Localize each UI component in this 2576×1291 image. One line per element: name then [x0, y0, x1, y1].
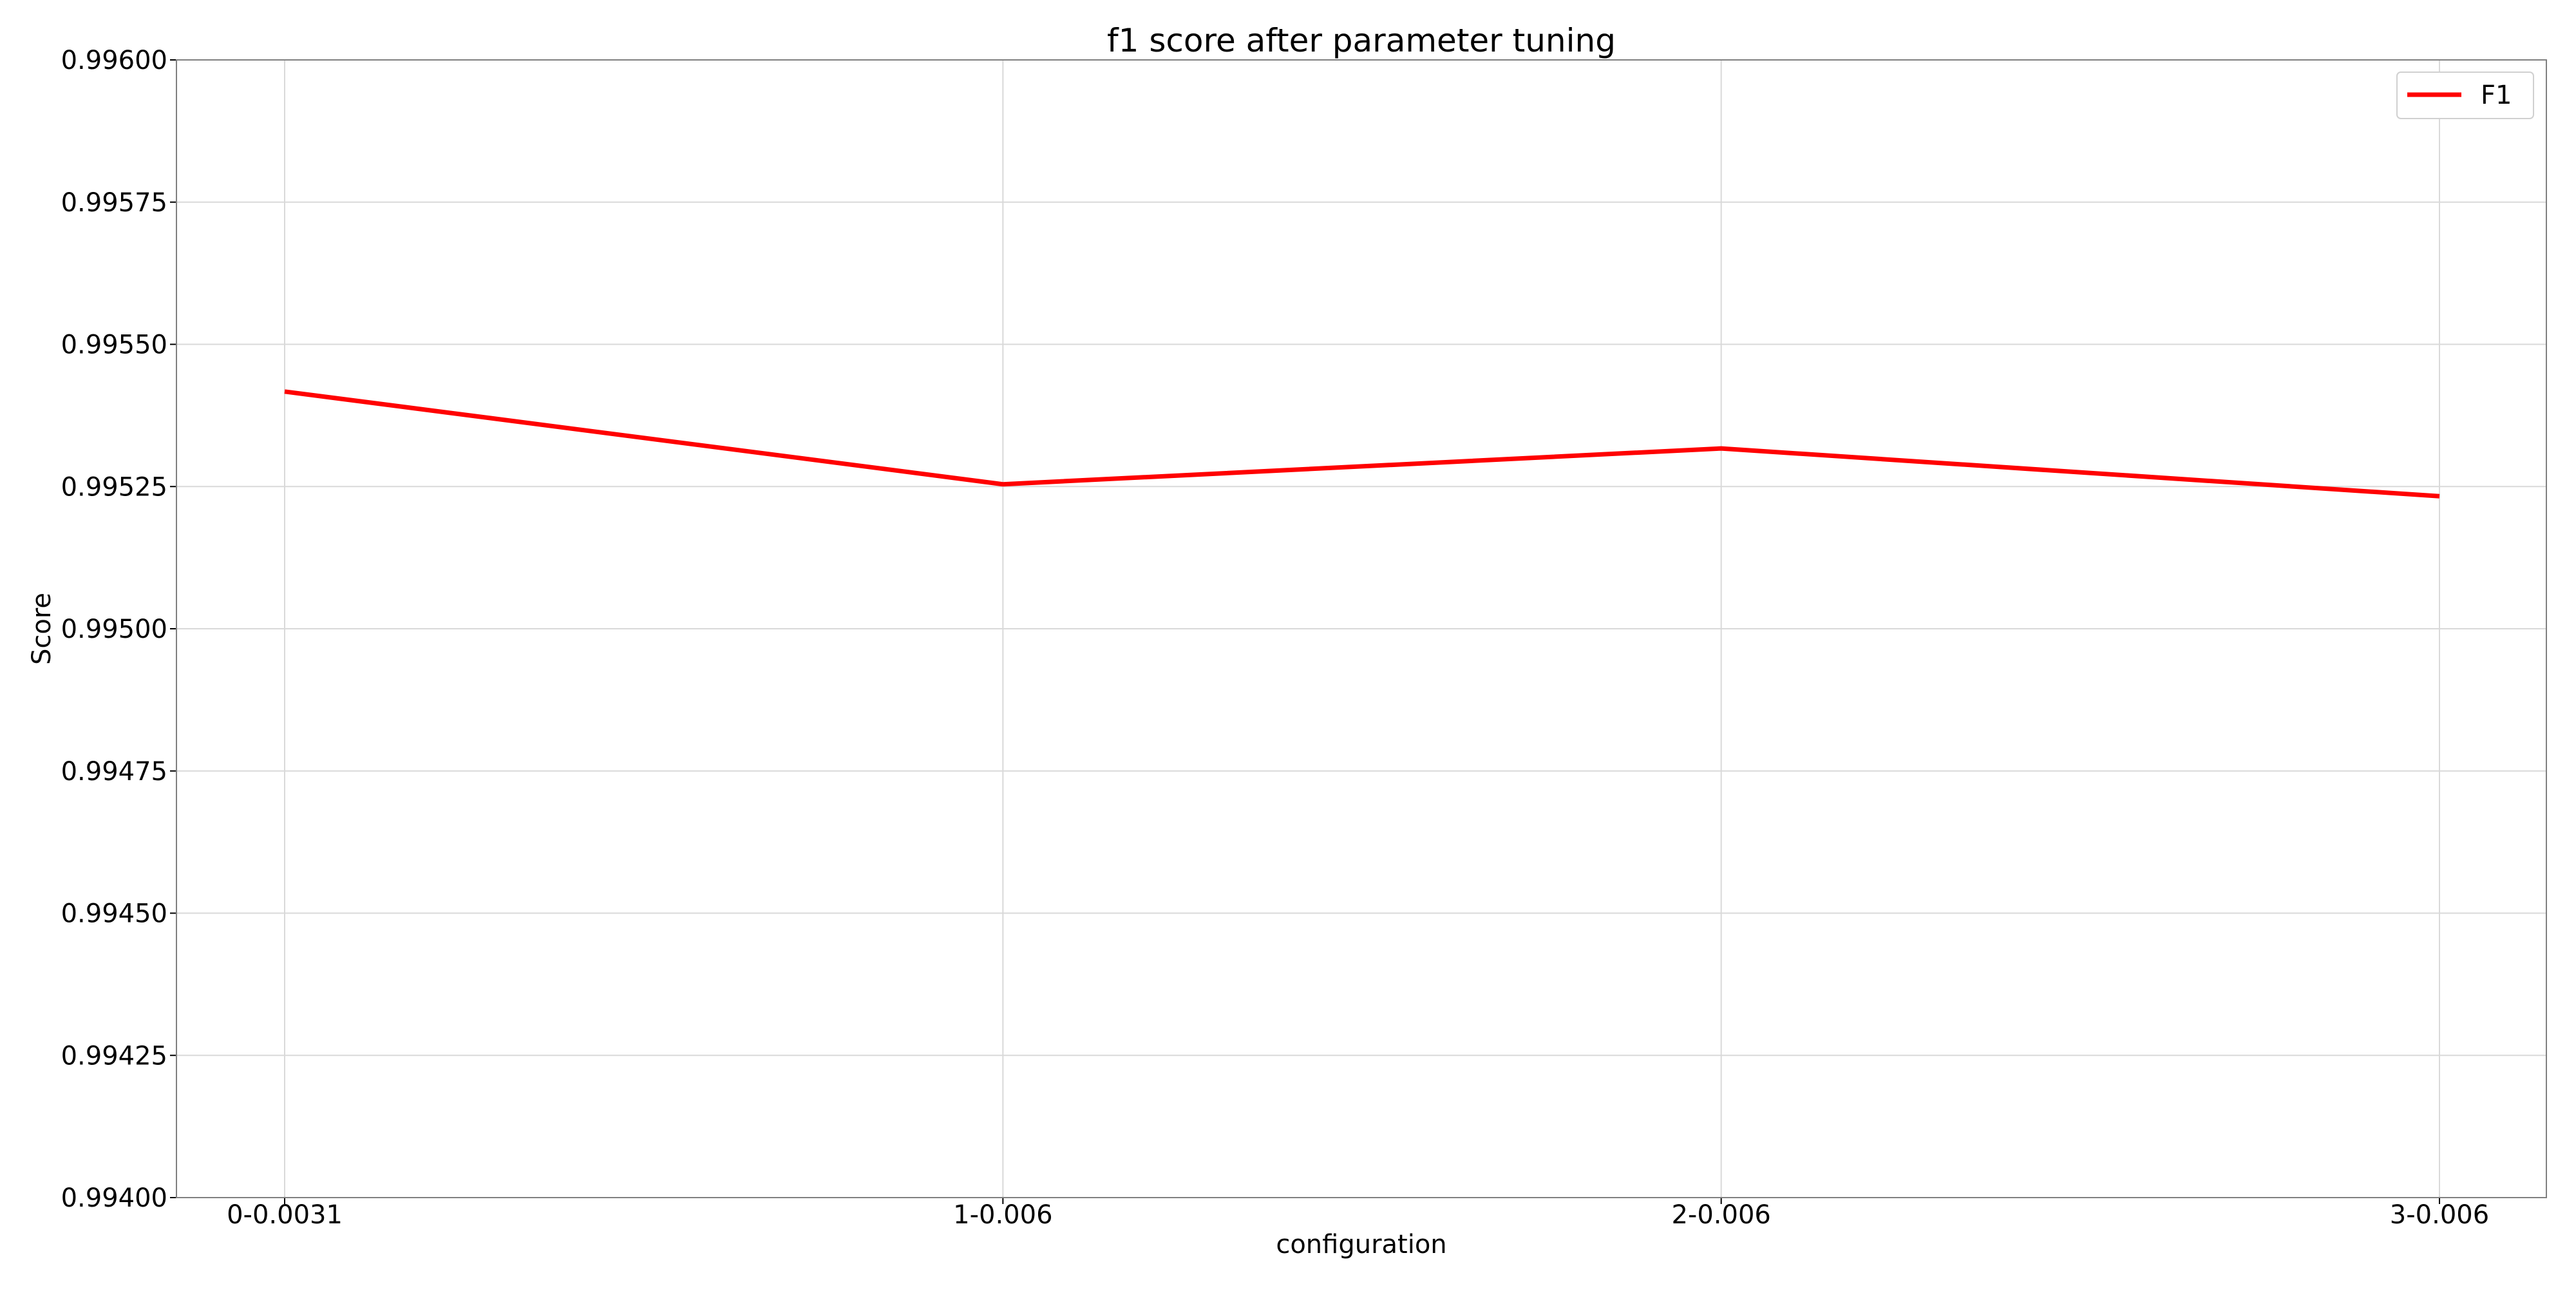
y-tick-label: 0.99550: [61, 330, 167, 360]
series-layer: [284, 389, 2440, 499]
plot-frame: [176, 59, 2547, 1198]
y-tick-label: 0.99600: [61, 46, 167, 75]
chart-title: f1 score after parameter tuning: [1107, 22, 1616, 59]
x-tick-label: 2-0.006: [1671, 1200, 1770, 1230]
x-axis-ticks: 0-0.0031 1-0.006 2-0.006 3-0.006: [227, 1198, 2489, 1230]
series-line-f1: [284, 389, 2440, 499]
x-tick-label: 1-0.006: [953, 1200, 1052, 1230]
grid: [176, 59, 2546, 1198]
y-tick-label: 0.99425: [61, 1041, 167, 1071]
y-tick-label: 0.99400: [61, 1183, 167, 1213]
y-tick-label: 0.99575: [61, 188, 167, 218]
y-axis-title: Score: [27, 593, 57, 665]
y-tick-label: 0.99500: [61, 615, 167, 644]
legend-box: [2396, 72, 2534, 119]
x-tick-label: 3-0.006: [2390, 1200, 2489, 1230]
x-axis-title: configuration: [1276, 1230, 1446, 1259]
legend-label-f1: F1: [2481, 81, 2512, 110]
y-tick-label: 0.99525: [61, 472, 167, 502]
legend: F1: [2396, 72, 2534, 119]
y-tick-label: 0.99475: [61, 757, 167, 787]
x-tick-label: 0-0.0031: [227, 1200, 343, 1230]
y-tick-label: 0.99450: [61, 899, 167, 929]
y-axis-ticks: 0.99400 0.99425 0.99450 0.99475 0.99500 0.995…: [61, 46, 176, 1213]
